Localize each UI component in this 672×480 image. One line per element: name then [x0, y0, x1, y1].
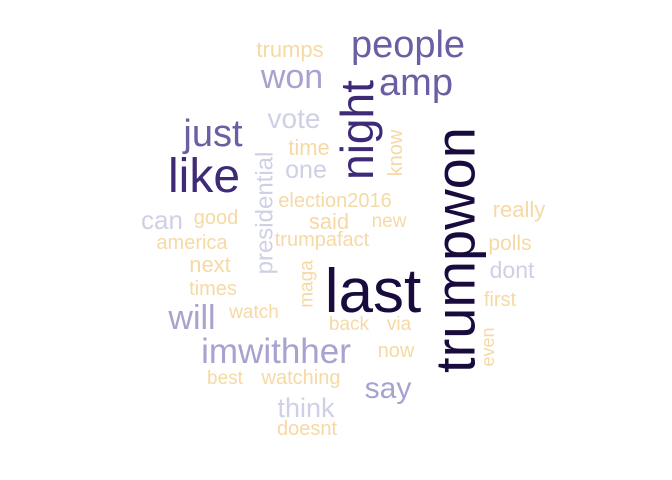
- word-via: via: [387, 314, 412, 335]
- word-say: say: [365, 372, 412, 405]
- word-next: next: [189, 252, 231, 277]
- word-really: really: [493, 197, 546, 222]
- word-presidential: presidential: [252, 152, 279, 275]
- word-last: last: [325, 257, 421, 326]
- word-said: said: [309, 209, 349, 234]
- word-people: people: [351, 24, 465, 66]
- word-like: like: [168, 150, 240, 203]
- word-even: even: [478, 327, 498, 366]
- word-new: new: [372, 211, 407, 232]
- word-just: just: [182, 113, 243, 155]
- word-trumpafact: trumpafact: [275, 229, 370, 251]
- word-time: time: [288, 135, 330, 160]
- word-will: will: [167, 299, 215, 337]
- word-imwithher: imwithher: [201, 332, 351, 371]
- word-best: best: [207, 368, 244, 389]
- word-dont: dont: [490, 257, 535, 283]
- word-back: back: [329, 314, 370, 335]
- word-now: now: [378, 340, 415, 362]
- word-think: think: [277, 393, 335, 423]
- word-trumpwon: trumpwon: [424, 127, 487, 373]
- word-amp: amp: [379, 62, 453, 104]
- word-trumps: trumps: [256, 37, 323, 62]
- word-maga: maga: [297, 260, 318, 308]
- word-watch: watch: [228, 302, 279, 323]
- word-won: won: [260, 58, 323, 96]
- word-first: first: [484, 289, 517, 311]
- word-one: one: [285, 156, 327, 184]
- word-polls: polls: [488, 232, 531, 255]
- word-election2016: election2016: [278, 190, 391, 212]
- word-doesnt: doesnt: [277, 418, 337, 440]
- word-good: good: [194, 207, 239, 229]
- word-america: america: [156, 232, 228, 254]
- word-know: know: [385, 129, 407, 176]
- word-vote: vote: [268, 103, 321, 134]
- word-can: can: [141, 205, 183, 235]
- word-watching: watching: [261, 367, 341, 389]
- word-times: times: [189, 278, 237, 300]
- word-night: night: [331, 80, 383, 180]
